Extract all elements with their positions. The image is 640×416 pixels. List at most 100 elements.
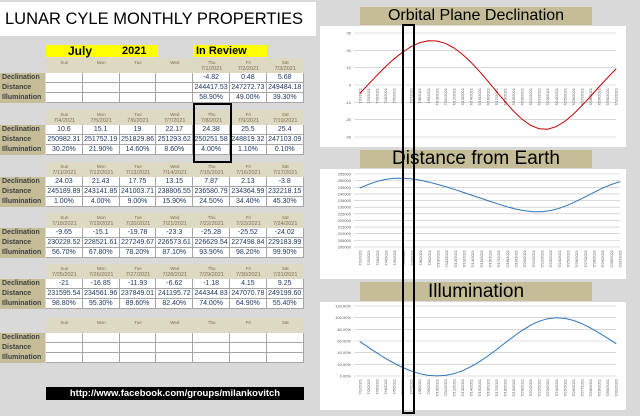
distance-cell: 238806.55 (156, 187, 194, 197)
day-name: Sat (281, 320, 289, 325)
distance-cell: 247272.73 (230, 83, 267, 93)
x-tick-label: 7/31/2021 (614, 378, 619, 397)
distance-cell (119, 343, 157, 353)
distance-cell: 243141.85 (82, 187, 120, 197)
illumination-cell: 74.00% (193, 299, 230, 309)
x-tick-label: 7/13/2021 (460, 378, 465, 397)
data-point (453, 47, 455, 49)
declination-cell: -3.8 (266, 177, 304, 187)
y-tick-label: -10 (345, 100, 352, 105)
x-tick-label: 7/25/2021 (566, 249, 571, 268)
data-point (489, 200, 491, 202)
distance-cell: 227498.84 (230, 238, 267, 248)
row-label-illumination: Illumination (0, 145, 45, 155)
x-tick-label: 7/16/2021 (486, 87, 491, 106)
declination-cell: 2.13 (230, 177, 267, 187)
day-date: 7/26/2021 (88, 272, 114, 278)
distance-chart: 255000 250000 245000 240000 235000 230000 2250… (320, 169, 626, 279)
x-tick-label: 7/4/2021 (384, 249, 389, 265)
day-date: 7/17/2021 (272, 170, 298, 176)
x-tick-label: 7/17/2021 (496, 249, 501, 268)
data-point (376, 180, 378, 182)
x-tick-label: 7/20/2021 (520, 87, 525, 106)
y-tick-label: 210000 (338, 231, 352, 236)
data-point (359, 341, 361, 343)
data-point (584, 196, 586, 198)
distance-cell (156, 83, 194, 93)
x-tick-label: 7/1/2021 (358, 378, 363, 394)
declination-cell (119, 73, 157, 83)
day-header: Sat (267, 318, 304, 334)
data-point (576, 200, 578, 202)
data-point (496, 91, 497, 92)
declination-cell: 24.03 (46, 177, 83, 187)
illumination-cell: 87.10% (156, 248, 194, 258)
x-tick-label: 7/20/2021 (522, 249, 527, 268)
illumination-cell: 98.20% (230, 248, 267, 258)
chart-title-declination: Orbital Plane Declination (360, 7, 592, 25)
day-name: Mon (96, 112, 106, 117)
day-date: 7/23/2021 (236, 221, 261, 227)
illumination-cell: 95.30% (82, 299, 120, 309)
data-point (453, 373, 455, 375)
illumination-cell: 93.90% (193, 248, 230, 258)
series-line (359, 177, 621, 213)
day-name: Wed (170, 60, 180, 65)
day-name: Mon (96, 320, 106, 325)
row-label-declination: Declination (0, 73, 45, 83)
facebook-group-link[interactable]: http://www.facebook.com/groups/milankovi… (46, 387, 304, 400)
x-tick-label: 7/17/2021 (494, 87, 499, 106)
week-header: Sun Mon Tue Wed Thu Fri Sat (46, 318, 304, 334)
data-point (555, 317, 557, 319)
x-tick-label: 7/21/2021 (528, 87, 533, 106)
declination-cell (82, 73, 120, 83)
distance-cell: 234364.99 (230, 187, 267, 197)
distance-cell: 232218.15 (266, 187, 304, 197)
distance-cell: 245189.89 (46, 187, 83, 197)
data-point (410, 46, 412, 47)
y-tick-label: 100.00% (335, 315, 351, 320)
day-date: 7/27/2021 (125, 272, 151, 278)
day-date: 7/14/2021 (162, 170, 188, 176)
day-name: Thu (207, 112, 216, 117)
x-tick-label: 7/26/2021 (571, 87, 576, 106)
day-date: 7/7/2021 (164, 118, 186, 124)
day-date: 7/20/2021 (125, 221, 151, 227)
y-tick-label: 225000 (338, 211, 352, 216)
data-point (572, 113, 574, 115)
row-label-distance: Distance (0, 343, 45, 353)
x-tick-label: 7/3/2021 (375, 249, 380, 265)
day-name: Wed (170, 112, 180, 117)
data-point (470, 366, 472, 368)
data-point (541, 211, 543, 213)
data-point (385, 357, 386, 359)
data-point (427, 40, 429, 42)
day-name: Sun (60, 112, 69, 117)
row-label-distance: Distance (0, 238, 45, 248)
y-tick-label: 30 (347, 31, 352, 36)
series-line (359, 317, 617, 377)
data-point (393, 58, 395, 60)
illumination-cell (193, 353, 230, 363)
illumination-cell: 56.70% (46, 248, 83, 258)
data-point (487, 355, 489, 357)
x-tick-label: 7/27/2021 (579, 87, 584, 106)
y-tick-label: 215000 (338, 225, 352, 230)
declination-cell: 5.68 (266, 73, 304, 83)
data-point (394, 177, 396, 179)
x-tick-label: 7/26/2021 (574, 249, 579, 268)
day-name: Thu (207, 215, 216, 220)
distance-cell: 251752.19 (82, 135, 120, 145)
x-tick-label: 7/14/2021 (470, 249, 475, 268)
data-point (444, 375, 446, 376)
day-name: Fri (245, 112, 252, 117)
distance-cell: 249199.60 (266, 289, 304, 299)
illumination-cell (82, 353, 120, 363)
row-label-declination: Declination (0, 333, 45, 343)
distance-cell: 229183.99 (266, 238, 304, 248)
data-point (411, 178, 413, 180)
day-header: Wed 7/14/2021 (156, 162, 193, 178)
declination-cell (156, 333, 194, 343)
day-date: 7/1/2021 (200, 66, 223, 72)
data-point (419, 42, 421, 44)
